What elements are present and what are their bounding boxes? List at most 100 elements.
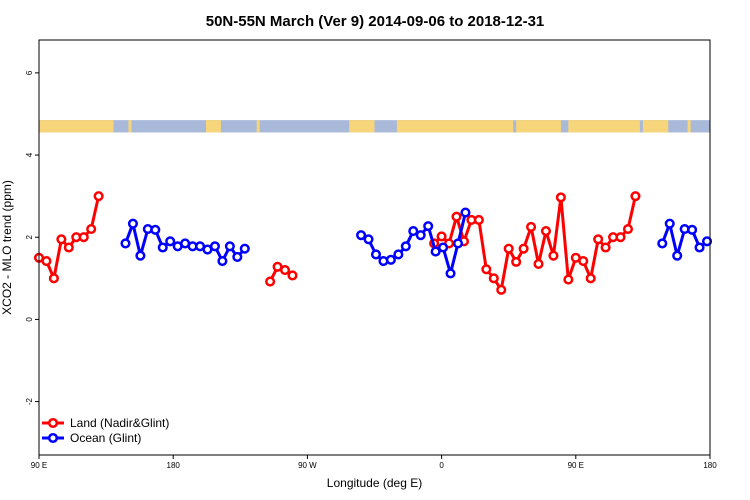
ocean-data-point	[452, 238, 464, 249]
land-data-point	[615, 232, 626, 243]
land-legend-marker	[47, 417, 59, 429]
ocean-legend-marker	[47, 432, 59, 444]
legend: Land (Nadir&Glint)Ocean (Glint)	[42, 416, 169, 445]
ocean-data-point	[127, 218, 138, 229]
land-data-point	[518, 243, 529, 254]
y-axis-label: XCO2 - MLO trend (ppm)	[0, 180, 14, 315]
land-band	[642, 120, 669, 133]
ocean-data-point	[120, 238, 131, 249]
land-band	[687, 120, 691, 133]
land-series-line	[38, 195, 101, 280]
ocean-data-point	[687, 224, 698, 235]
ocean-data-point	[239, 243, 250, 254]
land-data-point	[279, 265, 291, 276]
land-legend-label: Land (Nadir&Glint)	[70, 416, 169, 430]
plot-frame	[38, 39, 711, 456]
land-data-point	[533, 258, 544, 269]
ocean-data-point	[701, 236, 713, 247]
ocean-data-point	[363, 234, 374, 245]
x-tick-label: 180	[167, 461, 181, 470]
ocean-data-point	[430, 246, 441, 257]
land-data-point	[593, 234, 604, 245]
ocean-data-point	[165, 236, 176, 247]
ocean-data-point	[423, 221, 434, 232]
land-data-point	[548, 250, 559, 261]
land-data-point	[78, 232, 89, 243]
land-series-line	[433, 195, 637, 292]
land-band	[516, 120, 561, 133]
land-band	[568, 120, 640, 133]
ocean-legend-label: Ocean (Glint)	[70, 431, 141, 445]
y-tick-label: 2	[25, 234, 34, 239]
land-data-point	[600, 242, 611, 253]
ocean-data-point	[150, 224, 161, 235]
ocean-data-point	[157, 242, 168, 253]
land-data-point	[540, 226, 552, 237]
land-data-point	[496, 284, 507, 295]
ocean-data-point	[445, 268, 456, 279]
land-data-point	[63, 242, 74, 253]
land-data-point	[56, 234, 67, 245]
x-tick-label: 180	[703, 461, 717, 470]
y-tick-label: 6	[25, 70, 34, 75]
land-data-point	[585, 273, 596, 284]
x-tick-label: 90 E	[31, 461, 47, 470]
ocean-data-point	[385, 254, 396, 265]
ocean-data-point	[460, 207, 471, 218]
land-data-point	[93, 191, 104, 202]
land-band	[39, 120, 114, 133]
y-axis: -2 0 2 4 6	[25, 70, 39, 405]
x-tick-label: 90 E	[568, 461, 584, 470]
land-band	[396, 120, 514, 133]
series-layer	[33, 191, 713, 295]
land-data-point	[511, 256, 522, 267]
land-data-point	[41, 256, 52, 267]
land-data-point	[630, 191, 641, 202]
x-tick-label: 90 W	[298, 461, 317, 470]
x-axis-label: Longitude (deg E)	[327, 476, 422, 490]
ocean-data-point	[393, 249, 404, 260]
ocean-data-point	[694, 242, 705, 253]
ocean-data-point	[415, 230, 426, 241]
ocean-data-point	[400, 241, 411, 252]
land-data-point	[563, 274, 574, 285]
land-data-point	[451, 211, 462, 222]
ocean-data-point	[672, 250, 683, 261]
ocean-data-point	[232, 251, 243, 263]
land-data-point	[555, 192, 566, 203]
x-axis: 90 E 180 90 W 0 90 E 180	[31, 455, 717, 470]
land-band	[128, 120, 132, 133]
land-data-point	[481, 264, 492, 275]
ocean-data-point	[664, 218, 675, 229]
y-tick-label: 4	[25, 152, 34, 157]
land-data-point	[622, 223, 634, 235]
land-band	[206, 120, 221, 133]
ocean-data-point	[356, 230, 367, 241]
land-data-point	[436, 231, 447, 242]
ocean-data-point	[408, 226, 419, 237]
land-ocean-mask	[39, 120, 710, 133]
land-band	[349, 120, 375, 133]
ocean-data-point	[370, 249, 382, 260]
land-data-point	[578, 256, 589, 267]
land-data-point	[526, 221, 537, 233]
land-data-point	[265, 276, 276, 287]
ocean-data-point	[135, 250, 146, 261]
land-data-point	[488, 273, 499, 284]
ocean-data-point	[224, 241, 235, 252]
ocean-data-point	[657, 238, 668, 249]
y-tick-label: 0	[25, 317, 34, 322]
x-tick-label: 0	[439, 461, 444, 470]
land-data-point	[503, 243, 514, 254]
ocean-data-point	[209, 241, 221, 252]
land-data-point	[48, 273, 59, 284]
land-band	[256, 120, 260, 133]
land-data-point	[473, 214, 484, 226]
y-tick-label: -2	[25, 397, 34, 405]
land-data-point	[86, 223, 97, 235]
chart-title: 50N-55N March (Ver 9) 2014-09-06 to 2018…	[206, 13, 545, 30]
land-data-point	[287, 270, 298, 281]
ocean-data-point	[217, 256, 228, 267]
